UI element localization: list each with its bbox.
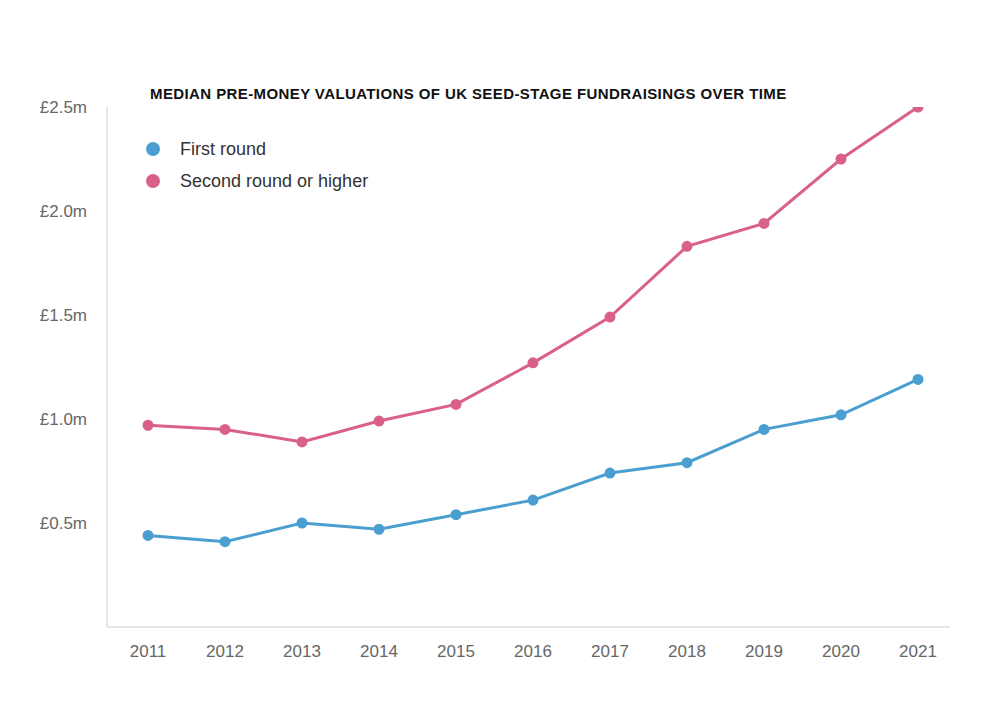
- svg-text:£2.5m: £2.5m: [40, 98, 87, 117]
- svg-text:2013: 2013: [283, 642, 321, 661]
- svg-text:2011: 2011: [130, 642, 167, 661]
- svg-text:£1.0m: £1.0m: [40, 410, 87, 429]
- html-text:First round: First round: [180, 138, 266, 159]
- svg-text:2021: 2021: [899, 642, 937, 661]
- svg-text:£2.0m: £2.0m: [40, 202, 87, 221]
- svg-text:2018: 2018: [668, 642, 706, 661]
- svg-text:£1.5m: £1.5m: [40, 306, 87, 325]
- html-text:Second round or higher: Second round or higher: [180, 170, 369, 191]
- svg-text:2016: 2016: [514, 642, 552, 661]
- svg-text:2015: 2015: [437, 642, 475, 661]
- svg-text:2020: 2020: [822, 642, 860, 661]
- html-text:MEDIAN PRE-MONEY VALUATIONS OF: MEDIAN PRE-MONEY VALUATIONS OF UK SEED-S…: [150, 85, 787, 102]
- svg-text:2014: 2014: [360, 642, 398, 661]
- svg-text:2019: 2019: [745, 642, 783, 661]
- svg-text:£0.5m: £0.5m: [40, 514, 87, 533]
- svg-text:2017: 2017: [591, 642, 629, 661]
- svg-text:2012: 2012: [206, 642, 244, 661]
